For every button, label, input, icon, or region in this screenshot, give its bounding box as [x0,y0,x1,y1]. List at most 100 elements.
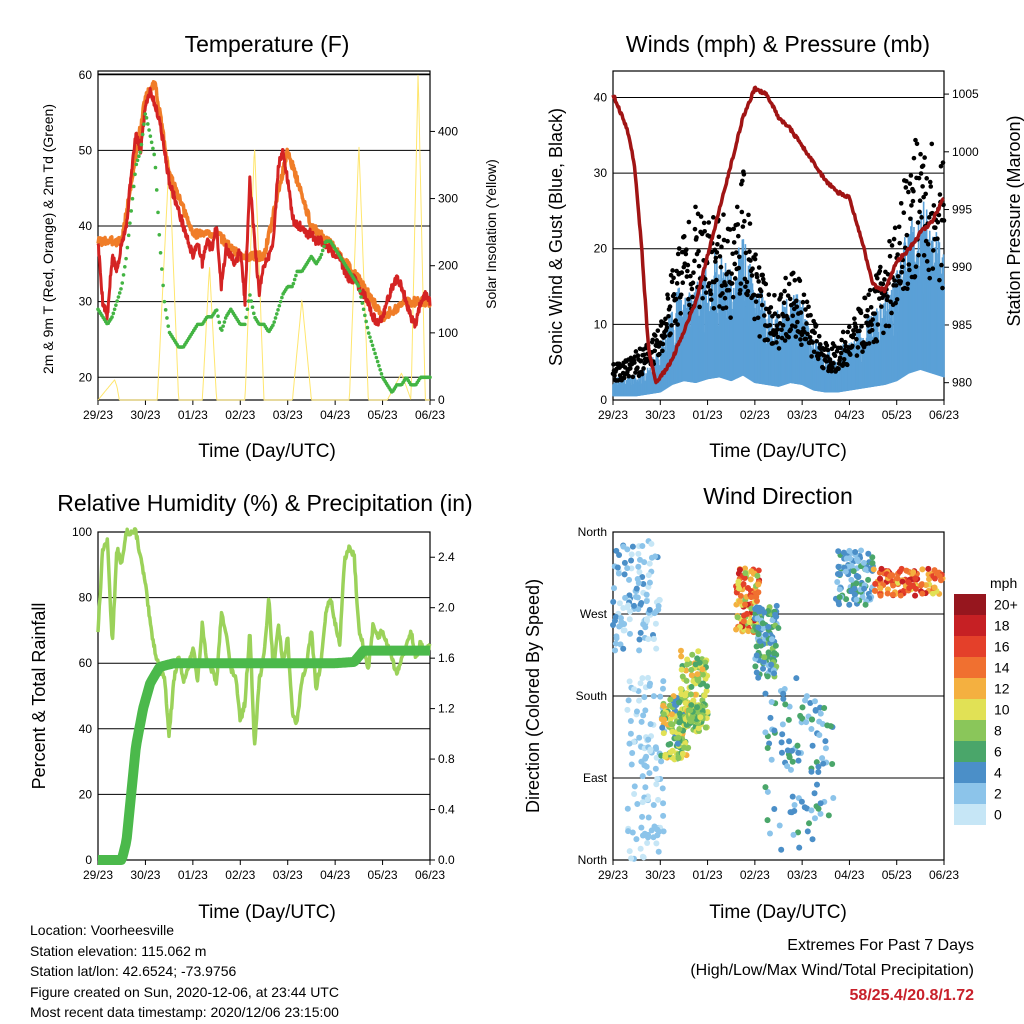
direction-point [778,749,785,756]
direction-point [736,585,743,592]
gust-point [778,292,784,297]
direction-point [869,554,876,561]
direction-point [697,714,704,721]
dewpoint-point [319,252,324,257]
direction-point [650,693,657,700]
direction-point [646,682,653,689]
gust-point [679,270,685,275]
x-tick-label: 05/23 [368,408,398,422]
direction-point [740,618,747,625]
gust-point [697,304,702,310]
dewpoint-point [140,132,145,137]
dewpoint-point [276,308,280,312]
y2-tick-label: 300 [438,192,458,206]
direction-point [701,692,708,699]
dewpoint-point [152,152,156,157]
gust-point [632,360,637,365]
direction-point [773,602,780,609]
dewpoint-point [128,221,132,225]
direction-point [612,647,619,654]
gust-point [725,238,730,244]
y-tick-label: 80 [79,591,93,605]
direction-point [795,829,802,836]
direction-point [912,575,919,582]
direction-point [643,763,650,770]
dewpoint-point [165,316,169,320]
gust-point [675,322,680,327]
gust-point [756,279,761,284]
direction-point [660,812,667,819]
dewpoint-point [216,314,220,319]
gust-point [740,178,745,184]
gust-point [751,292,757,298]
direction-point [654,832,661,839]
direction-point [825,812,832,819]
dewpoint-point [363,313,367,318]
direction-point [638,758,645,765]
direction-point [737,593,744,600]
dewpoint-point [156,210,160,215]
gust-point [681,234,687,239]
direction-point [789,793,796,800]
gust-point [913,264,919,269]
gust-point [775,334,781,340]
direction-point [742,601,749,608]
gust-point [917,198,923,204]
direction-point [617,641,624,648]
gust-point [708,291,714,297]
gust-point [721,212,726,217]
gust-point [702,229,707,234]
gust-point [734,204,740,210]
dewpoint-point [158,251,163,255]
direction-point [793,675,800,682]
direction-point [780,695,787,702]
gust-point [758,288,764,294]
direction-point [681,744,688,751]
direction-point [635,606,642,613]
direction-point [652,620,659,627]
direction-point [695,677,702,684]
direction-point [628,551,635,558]
direction-point [811,815,818,822]
gust-point [921,253,927,258]
gust-point [798,337,803,342]
direction-point [753,597,760,604]
x-tick-label: 05/23 [882,408,912,422]
direction-point [641,559,648,566]
dewpoint-point [370,343,375,348]
direction-point [784,763,791,770]
y2-tick-label: 2.4 [438,550,455,564]
gust-point [794,298,799,304]
direction-point [636,734,643,741]
gust-point [711,306,717,311]
gust-point [794,304,800,310]
speed-colorbar: 0 2 4 6 8 10 12 14 16 18 20+ [954,594,1018,825]
direction-point [884,590,891,597]
gust-point [692,226,698,232]
temp-2m-line [96,86,432,329]
humidity-ylabel-left: Percent & Total Rainfall [29,603,49,790]
colorbar-swatch [954,720,986,741]
gust-point [767,310,772,315]
dewpoint-point [151,146,155,151]
dewpoint-point [133,172,137,177]
gust-point [767,323,773,328]
direction-point [755,624,762,631]
gust-point [903,185,909,190]
y-tick-label: 20 [79,787,93,801]
gust-point [722,295,728,301]
direction-point [629,543,636,550]
gust-point [897,240,902,246]
gust-point [924,176,929,181]
gust-point [775,327,780,332]
gust-point [930,266,936,271]
direction-point [890,582,897,589]
direction-point [736,598,743,605]
gust-point [880,281,886,287]
direction-point [834,578,841,585]
gust-point [814,338,819,344]
x-tick-label: 04/23 [834,868,864,882]
chart-panel-2: 0 20 40 60 80 100 0.0 0.4 0.8 1.2 1.6 2.0 2.4 29/23 30… [72,525,455,882]
direction-point [878,565,885,572]
